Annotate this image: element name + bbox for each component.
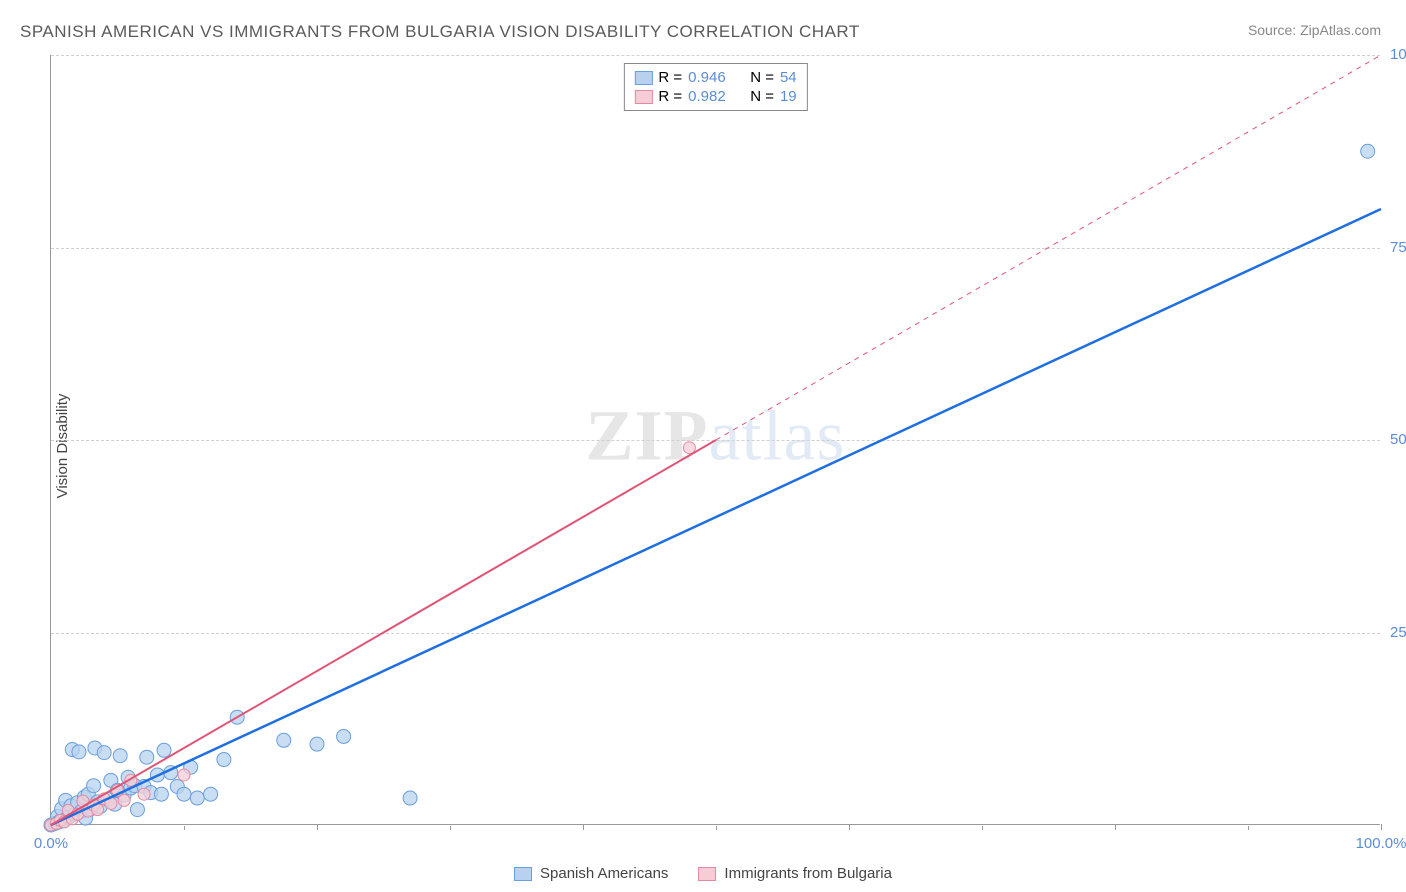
scatter-point [178, 769, 190, 781]
scatter-point [87, 779, 101, 793]
legend-label: Immigrants from Bulgaria [724, 865, 892, 882]
legend-swatch [514, 867, 532, 881]
scatter-point [403, 791, 417, 805]
x-tick-mark [1115, 824, 1116, 830]
y-tick-label: 25.0% [1390, 624, 1406, 641]
legend-swatch [634, 71, 652, 85]
legend-r-label: R = [658, 88, 682, 105]
legend-r-value: 0.982 [688, 88, 726, 105]
scatter-point [217, 753, 231, 767]
legend-n-value: 54 [780, 69, 797, 86]
scatter-point [310, 737, 324, 751]
legend-top: R = 0.946 N = 54 R = 0.982 N = 19 [623, 63, 807, 111]
scatter-point [118, 794, 130, 806]
scatter-point [113, 749, 127, 763]
y-tick-label: 75.0% [1390, 239, 1406, 256]
x-tick-mark [317, 824, 318, 830]
x-tick-mark [583, 824, 584, 830]
legend-bottom: Spanish Americans Immigrants from Bulgari… [514, 865, 892, 882]
scatter-point [1361, 144, 1375, 158]
chart-title: SPANISH AMERICAN VS IMMIGRANTS FROM BULG… [20, 22, 860, 42]
scatter-point [204, 787, 218, 801]
legend-top-row: R = 0.946 N = 54 [634, 68, 796, 87]
scatter-point [138, 788, 150, 800]
scatter-point [190, 791, 204, 805]
x-tick-label: 100.0% [1356, 835, 1406, 852]
y-tick-label: 50.0% [1390, 431, 1406, 448]
scatter-point [177, 787, 191, 801]
legend-r-value: 0.946 [688, 69, 726, 86]
scatter-point [154, 787, 168, 801]
fit-line-bulgaria-dash [716, 55, 1381, 440]
scatter-point [140, 750, 154, 764]
legend-n-label: N = [750, 88, 774, 105]
source-label: Source: ZipAtlas.com [1248, 22, 1381, 38]
legend-n-label: N = [750, 69, 774, 86]
chart-svg [51, 55, 1380, 824]
scatter-point [72, 745, 86, 759]
x-minor-tick [1248, 826, 1249, 830]
scatter-point [157, 743, 171, 757]
x-tick-mark [1381, 824, 1382, 830]
legend-bottom-item: Spanish Americans [514, 865, 668, 882]
scatter-point [130, 803, 144, 817]
legend-swatch [634, 90, 652, 104]
legend-bottom-item: Immigrants from Bulgaria [698, 865, 892, 882]
y-tick-label: 100.0% [1390, 46, 1406, 63]
x-tick-mark [849, 824, 850, 830]
x-minor-tick [982, 826, 983, 830]
scatter-point [337, 729, 351, 743]
legend-top-row: R = 0.982 N = 19 [634, 87, 796, 106]
fit-line-bulgaria-solid [51, 440, 716, 825]
scatter-point [97, 746, 111, 760]
x-minor-tick [450, 826, 451, 830]
legend-label: Spanish Americans [540, 865, 668, 882]
fit-line-spanish [51, 209, 1381, 825]
x-minor-tick [184, 826, 185, 830]
plot-area: ZIPatlas 0.0%100.0% R = 0.946 N = 54 R =… [50, 55, 1380, 825]
chart-container: SPANISH AMERICAN VS IMMIGRANTS FROM BULG… [0, 0, 1406, 892]
legend-r-label: R = [658, 69, 682, 86]
legend-n-value: 19 [780, 88, 797, 105]
x-minor-tick [716, 826, 717, 830]
scatter-point [277, 733, 291, 747]
legend-swatch [698, 867, 716, 881]
x-tick-label: 0.0% [34, 835, 68, 852]
